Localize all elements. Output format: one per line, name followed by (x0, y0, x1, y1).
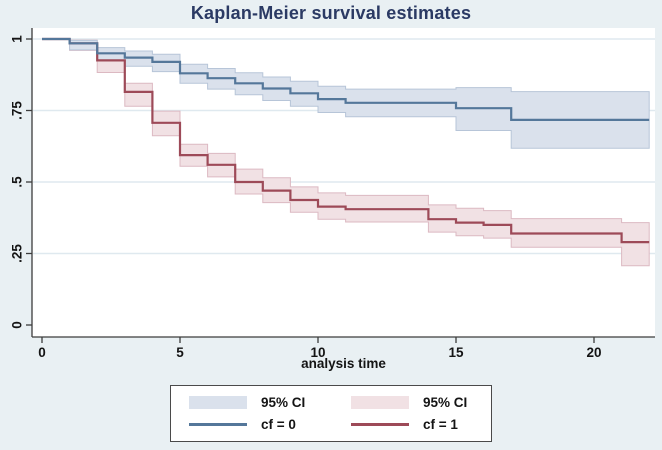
ci-band-cf1 (69, 39, 650, 267)
x-axis-label: analysis time (301, 356, 386, 371)
legend-item-ci-cf1: 95% CI (351, 395, 473, 410)
survival-curve-cf1 (42, 37, 650, 244)
y-tick-label: 1 (10, 35, 25, 43)
y-tick-label: 0 (10, 321, 25, 329)
x-tick-label: 5 (176, 345, 184, 360)
legend-item-line-cf0: cf = 0 (189, 417, 311, 432)
legend-label-line-cf1: cf = 1 (423, 417, 458, 432)
y-tick-label: .25 (10, 244, 25, 263)
survival-curve-cf0 (42, 37, 650, 121)
legend-label-ci-cf1: 95% CI (423, 395, 468, 410)
y-tick-label: .5 (10, 176, 25, 188)
ci-area-swatch-cf1-icon (351, 396, 409, 409)
legend-label-line-cf0: cf = 0 (261, 417, 296, 432)
legend-column-cf1: 95% CI cf = 1 (351, 395, 473, 432)
ci-area-swatch-cf0-icon (189, 396, 247, 409)
line-swatch-cf1-icon (351, 423, 409, 426)
x-tick-label: 20 (586, 345, 601, 360)
line-swatch-cf0-icon (189, 423, 247, 426)
legend-column-cf0: 95% CI cf = 0 (189, 395, 311, 432)
x-tick-label: 10 (310, 345, 325, 360)
legend-item-ci-cf0: 95% CI (189, 395, 311, 410)
y-tick-label: .75 (10, 101, 25, 120)
x-tick-label: 15 (448, 345, 464, 360)
legend-item-line-cf1: cf = 1 (351, 417, 473, 432)
legend-label-ci-cf0: 95% CI (261, 395, 306, 410)
legend-box: 95% CI cf = 0 95% CI cf = 1 (170, 385, 492, 442)
ci-band-cf0 (69, 39, 650, 149)
x-tick-label: 0 (38, 345, 46, 360)
chart-title: Kaplan-Meier survival estimates (190, 3, 472, 23)
